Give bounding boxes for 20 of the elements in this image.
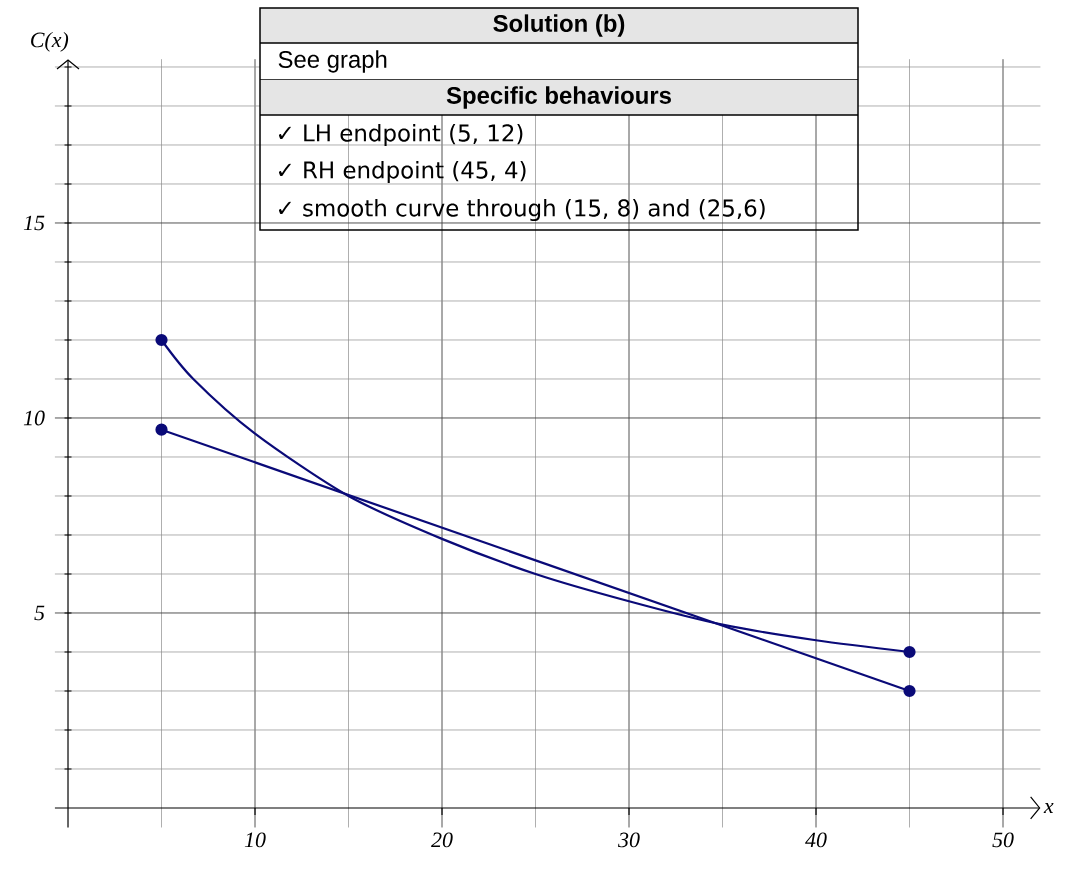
- annotation: Specific behaviours: [446, 86, 671, 109]
- annotation: ✓ smooth curve through (15, 8) and (25,6): [278, 198, 765, 222]
- x-tick-label: 50: [992, 832, 1014, 848]
- text: Solution (b): [493, 14, 625, 37]
- x-tick-label: 10: [244, 832, 266, 848]
- y-tick-label: 15: [23, 215, 45, 231]
- x-tick-label: 30: [618, 832, 640, 848]
- y-tick-label: 5: [34, 605, 45, 621]
- x-tick-label: 40: [805, 832, 827, 848]
- point: [155, 423, 168, 436]
- y-tick-label: 10: [23, 410, 45, 426]
- point: [903, 684, 916, 698]
- annotation: See graph: [278, 50, 387, 73]
- point: [155, 333, 168, 347]
- x-axis-title: x: [1043, 802, 1054, 814]
- x-tick-label: 20: [431, 832, 453, 848]
- annotation: ✓ RH endpoint (45, 4): [278, 160, 526, 184]
- y-axis-title: C(x): [31, 31, 69, 52]
- point: [903, 645, 916, 659]
- annotation: ✓ LH endpoint (5, 12): [278, 123, 523, 147]
